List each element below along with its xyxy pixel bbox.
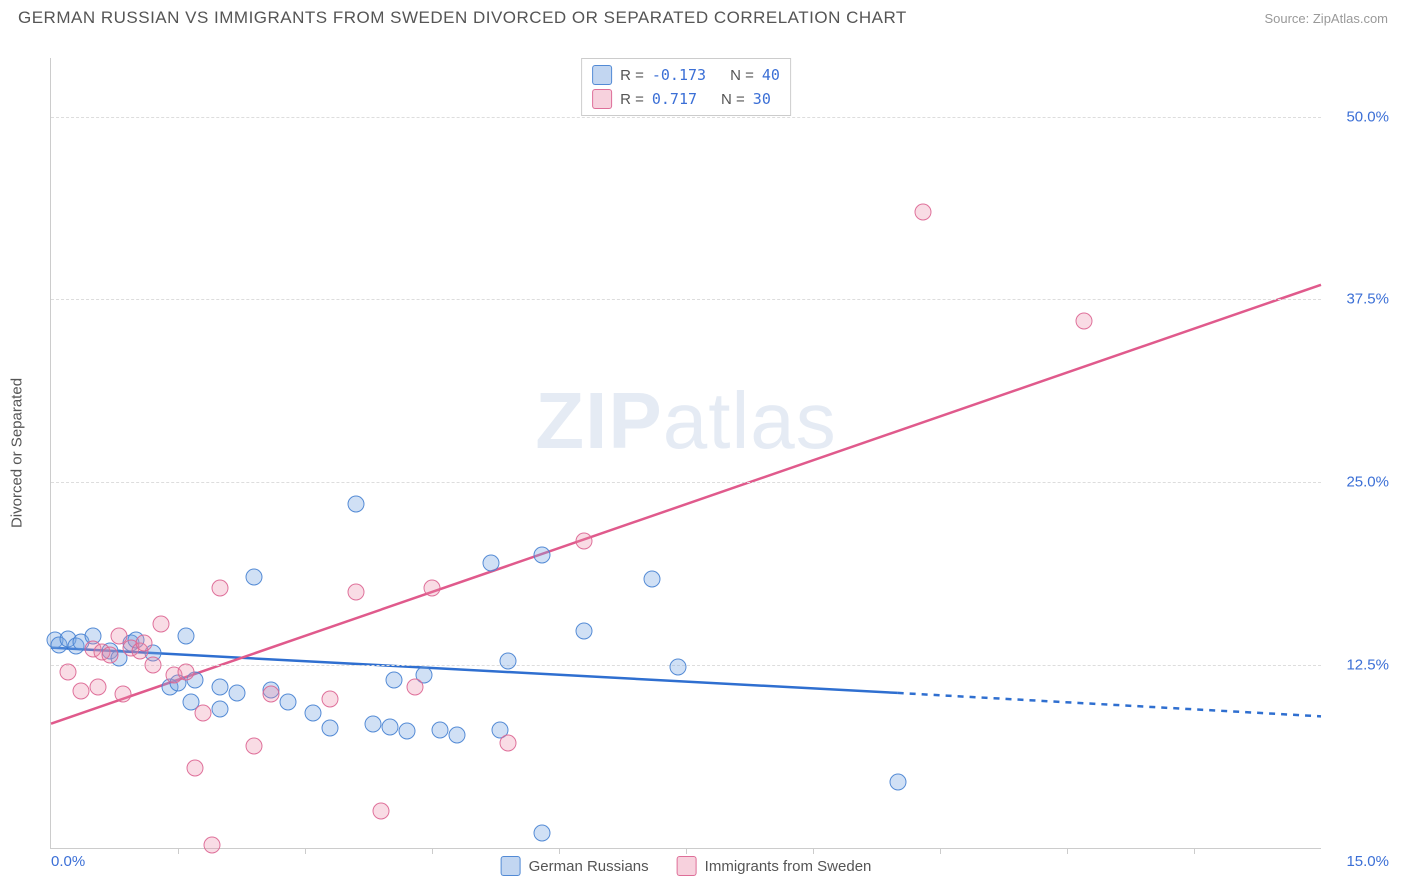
data-point — [246, 569, 263, 586]
data-point — [500, 734, 517, 751]
data-point — [534, 825, 551, 842]
data-point — [373, 803, 390, 820]
data-point — [322, 720, 339, 737]
data-point — [144, 657, 161, 674]
x-tick-mark — [432, 848, 433, 854]
data-point — [59, 664, 76, 681]
data-point — [483, 554, 500, 571]
legend-label: German Russians — [529, 858, 649, 875]
data-point — [280, 693, 297, 710]
data-point — [644, 570, 661, 587]
data-point — [246, 737, 263, 754]
data-point — [186, 759, 203, 776]
data-point — [178, 664, 195, 681]
data-point — [381, 718, 398, 735]
data-point — [212, 579, 229, 596]
data-point — [424, 579, 441, 596]
data-point — [114, 686, 131, 703]
y-tick-label: 12.5% — [1346, 657, 1389, 674]
gridline — [51, 299, 1321, 300]
y-tick-label: 25.0% — [1346, 474, 1389, 491]
data-point — [305, 705, 322, 722]
x-tick-min: 0.0% — [51, 853, 85, 870]
source-label: Source: ZipAtlas.com — [1264, 11, 1388, 26]
data-point — [347, 583, 364, 600]
x-tick-mark — [686, 848, 687, 854]
x-tick-max: 15.0% — [1346, 853, 1389, 870]
data-point — [102, 646, 119, 663]
x-tick-mark — [1194, 848, 1195, 854]
data-point — [669, 658, 686, 675]
data-point — [500, 652, 517, 669]
data-point — [915, 203, 932, 220]
swatch-blue — [501, 856, 521, 876]
x-tick-mark — [559, 848, 560, 854]
data-point — [322, 690, 339, 707]
data-point — [432, 721, 449, 738]
data-point — [407, 679, 424, 696]
data-point — [889, 774, 906, 791]
plot-container: ZIPatlas Divorced or Separated R = -0.17… — [50, 58, 1390, 848]
data-point — [136, 635, 153, 652]
title-bar: GERMAN RUSSIAN VS IMMIGRANTS FROM SWEDEN… — [0, 0, 1406, 28]
data-point — [263, 686, 280, 703]
x-tick-mark — [178, 848, 179, 854]
data-point — [178, 627, 195, 644]
legend-label: Immigrants from Sweden — [705, 858, 872, 875]
data-point — [534, 547, 551, 564]
legend-item: German Russians — [501, 856, 649, 876]
data-point — [212, 701, 229, 718]
data-point — [212, 679, 229, 696]
x-tick-mark — [305, 848, 306, 854]
y-axis-label: Divorced or Separated — [9, 378, 26, 528]
data-point — [72, 683, 89, 700]
scatter-plot: ZIPatlas Divorced or Separated R = -0.17… — [50, 58, 1321, 849]
data-point — [89, 679, 106, 696]
swatch-pink — [677, 856, 697, 876]
gridline — [51, 482, 1321, 483]
x-tick-mark — [940, 848, 941, 854]
data-point — [385, 671, 402, 688]
data-point — [576, 532, 593, 549]
data-point — [153, 616, 170, 633]
data-point — [364, 715, 381, 732]
legend-item: Immigrants from Sweden — [677, 856, 872, 876]
y-tick-label: 50.0% — [1346, 108, 1389, 125]
data-point — [347, 496, 364, 513]
chart-legend: German Russians Immigrants from Sweden — [501, 856, 872, 876]
trend-line — [51, 285, 1321, 724]
data-point — [398, 722, 415, 739]
data-point — [449, 727, 466, 744]
x-tick-mark — [1067, 848, 1068, 854]
trend-line — [898, 693, 1321, 716]
y-tick-label: 37.5% — [1346, 291, 1389, 308]
data-point — [1075, 313, 1092, 330]
chart-title: GERMAN RUSSIAN VS IMMIGRANTS FROM SWEDEN… — [18, 8, 907, 28]
data-point — [576, 623, 593, 640]
trend-lines-layer — [51, 58, 1321, 848]
data-point — [195, 705, 212, 722]
data-point — [203, 837, 220, 854]
gridline — [51, 117, 1321, 118]
x-tick-mark — [813, 848, 814, 854]
data-point — [229, 684, 246, 701]
